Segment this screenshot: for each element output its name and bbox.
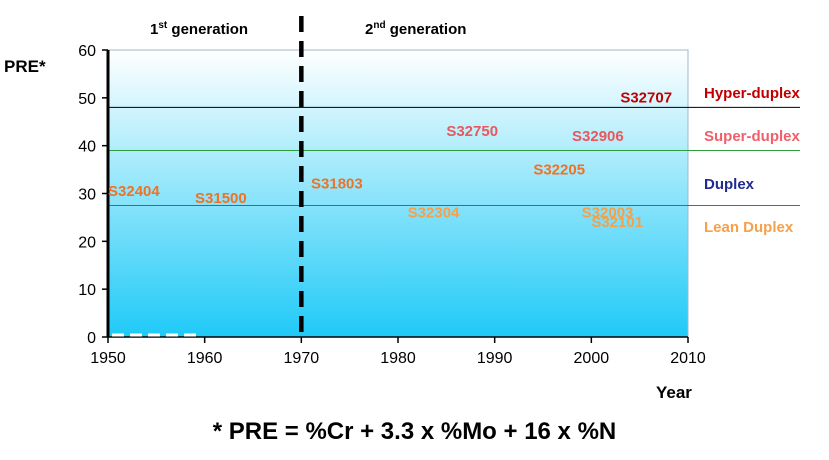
grade-point-s32101: S32101	[591, 214, 643, 231]
grade-point-s32404: S32404	[108, 183, 160, 200]
category-label-lean-duplex: Lean Duplex	[704, 219, 794, 236]
plot-background	[107, 49, 689, 338]
generation-header-2: 2nd generation	[365, 20, 466, 38]
grade-point-s32205: S32205	[533, 161, 585, 178]
y-tick-label: 0	[87, 330, 96, 347]
y-tick-label: 20	[78, 234, 96, 251]
y-tick-label: 10	[78, 282, 96, 299]
x-tick-label: 1960	[187, 350, 223, 367]
x-tick-label: 1970	[284, 350, 320, 367]
y-tick-label: 60	[78, 43, 96, 60]
category-label-super-duplex: Super-duplex	[704, 128, 801, 145]
pre-vs-year-chart: 0 10 20 30 40 50 60 1950 1960 1970 1980 1990 2000 201…	[4, 16, 801, 402]
x-tick-label: 2000	[574, 350, 610, 367]
grade-point-s32003: S32003	[582, 204, 634, 221]
pre-formula-footnote: * PRE = %Cr + 3.3 x %Mo + 16 x %N	[212, 418, 617, 445]
category-label-hyper-duplex: Hyper-duplex	[704, 85, 801, 102]
grade-point-s31500: S31500	[195, 190, 247, 207]
y-tick-label: 30	[78, 187, 96, 204]
grade-point-s32304: S32304	[408, 204, 460, 221]
y-tick-label: 50	[78, 91, 96, 108]
x-tick-label: 1990	[477, 350, 513, 367]
category-label-duplex: Duplex	[704, 176, 755, 193]
x-axis-label: Year	[656, 383, 692, 402]
grade-point-s32707: S32707	[620, 90, 672, 107]
y-axis-label: PRE*	[4, 57, 46, 76]
grade-point-s31803: S31803	[311, 176, 363, 193]
x-tick-label: 2010	[670, 350, 706, 367]
x-tick-label: 1950	[90, 350, 126, 367]
grade-point-s32750: S32750	[446, 123, 498, 140]
y-tick-label: 40	[78, 139, 96, 156]
generation-header-1: 1st generation	[150, 20, 248, 38]
x-tick-label: 1980	[380, 350, 416, 367]
grade-point-s32906: S32906	[572, 128, 624, 145]
